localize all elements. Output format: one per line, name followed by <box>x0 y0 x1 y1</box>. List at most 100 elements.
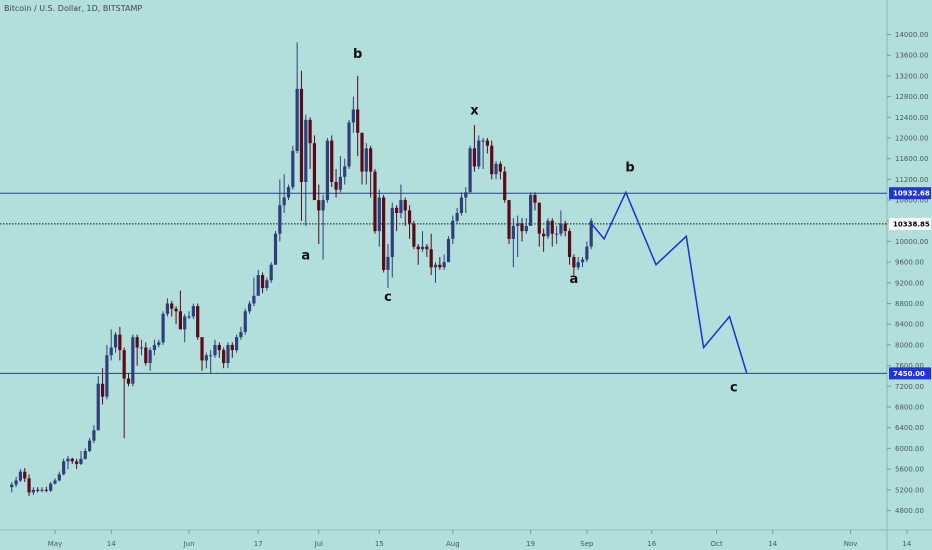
candle-body <box>304 119 308 182</box>
candle-body <box>576 262 580 268</box>
candle-body <box>92 430 96 441</box>
candle-body <box>157 342 161 345</box>
x-tick-label: 14 <box>768 540 777 548</box>
y-tick-label: 13600.00 <box>895 52 928 60</box>
x-tick-label: 17 <box>254 540 263 548</box>
candle-body <box>343 166 347 177</box>
candle-body <box>464 192 468 198</box>
candle-body <box>113 334 118 348</box>
candle-body <box>36 489 40 491</box>
candle-body <box>325 140 330 201</box>
candle-body <box>291 150 295 188</box>
candle-body <box>282 197 286 206</box>
x-tick-label: 14 <box>107 540 116 548</box>
candle-body <box>222 350 226 364</box>
candle-body <box>533 194 537 203</box>
candle-body <box>239 331 243 338</box>
price-tag-label: 10932.68 <box>893 190 930 198</box>
candle-body <box>183 316 187 330</box>
candle-body <box>75 461 79 464</box>
x-tick-label: Aug <box>446 540 460 548</box>
candle-body <box>243 311 247 332</box>
candle-body <box>53 480 57 484</box>
candle-body <box>459 197 464 214</box>
candle-body <box>589 220 593 247</box>
candle-body <box>308 119 312 144</box>
candle-body <box>200 337 204 361</box>
candle-body <box>196 306 200 338</box>
candle-body <box>217 344 221 351</box>
candle-body <box>144 347 148 364</box>
y-tick-label: 6800.00 <box>895 404 924 412</box>
candle-body <box>152 344 157 351</box>
candle-body <box>40 489 44 491</box>
candle-body <box>394 207 399 214</box>
candle-body <box>563 223 567 232</box>
y-tick-label: 12400.00 <box>895 114 928 122</box>
price-tag-label: 7450.00 <box>893 370 925 378</box>
y-tick-label: 10800.00 <box>895 197 928 205</box>
candle-body <box>135 337 139 348</box>
candle-body <box>472 148 477 167</box>
candle-body <box>425 246 429 250</box>
candle-body <box>412 223 416 247</box>
y-tick-label: 9200.00 <box>895 279 924 287</box>
candle-body <box>100 383 105 397</box>
y-tick-label: 7600.00 <box>895 362 924 370</box>
candle-body <box>70 458 74 462</box>
candle-body <box>174 308 178 312</box>
candle-body <box>62 461 66 475</box>
symbol-title: Bitcoin / U.S. Dollar, 1D, BITSTAMP <box>4 4 143 13</box>
candle-body <box>429 249 433 268</box>
candle-body <box>14 480 18 485</box>
price-tag-box <box>889 367 931 380</box>
candle-body <box>511 225 515 239</box>
candle-body <box>373 171 377 232</box>
candle-body <box>66 458 70 462</box>
candle-body <box>554 233 559 235</box>
candle-body <box>317 200 321 211</box>
wave-label-c: c <box>730 380 738 395</box>
candle-body <box>455 213 459 221</box>
candle-body <box>126 378 131 384</box>
candle-body <box>23 471 27 479</box>
y-tick-label: 6000.00 <box>895 445 924 453</box>
candle-body <box>247 303 252 312</box>
candle-body <box>446 238 451 263</box>
candle-body <box>265 280 269 289</box>
x-tick-label: Jun <box>183 540 195 548</box>
candle-body <box>369 148 373 172</box>
candle-body <box>10 484 14 488</box>
candle-body <box>170 303 174 309</box>
x-tick-label: 16 <box>647 540 656 548</box>
wave-label-b: b <box>625 161 634 176</box>
candle-body <box>468 148 472 193</box>
candle-body <box>27 478 31 493</box>
candle-body <box>312 143 317 201</box>
candle-body <box>295 88 299 151</box>
y-tick-label: 10000.00 <box>895 238 928 246</box>
candle-body <box>516 223 520 226</box>
candle-body <box>559 223 563 234</box>
candle-body <box>507 200 511 239</box>
candle-body <box>377 197 381 232</box>
candle-body <box>567 231 572 257</box>
y-tick-label: 5200.00 <box>895 486 924 494</box>
candle-body <box>109 347 113 356</box>
candle-body <box>187 316 191 318</box>
candle-body <box>286 187 291 198</box>
candle-body <box>252 295 256 304</box>
wave-label-x: x <box>470 104 479 119</box>
wave-projection-path[interactable] <box>590 190 748 374</box>
candle-body <box>364 148 368 172</box>
candle-body <box>278 205 282 234</box>
candle-body <box>520 223 524 232</box>
y-tick-label: 14000.00 <box>895 31 928 39</box>
x-tick-label: Jul <box>314 540 324 548</box>
x-tick-label: Oct <box>711 540 723 548</box>
candle-body <box>546 220 550 237</box>
x-tick-label: 14 <box>902 540 911 548</box>
candle-body <box>572 256 576 268</box>
candle-body <box>438 264 442 268</box>
